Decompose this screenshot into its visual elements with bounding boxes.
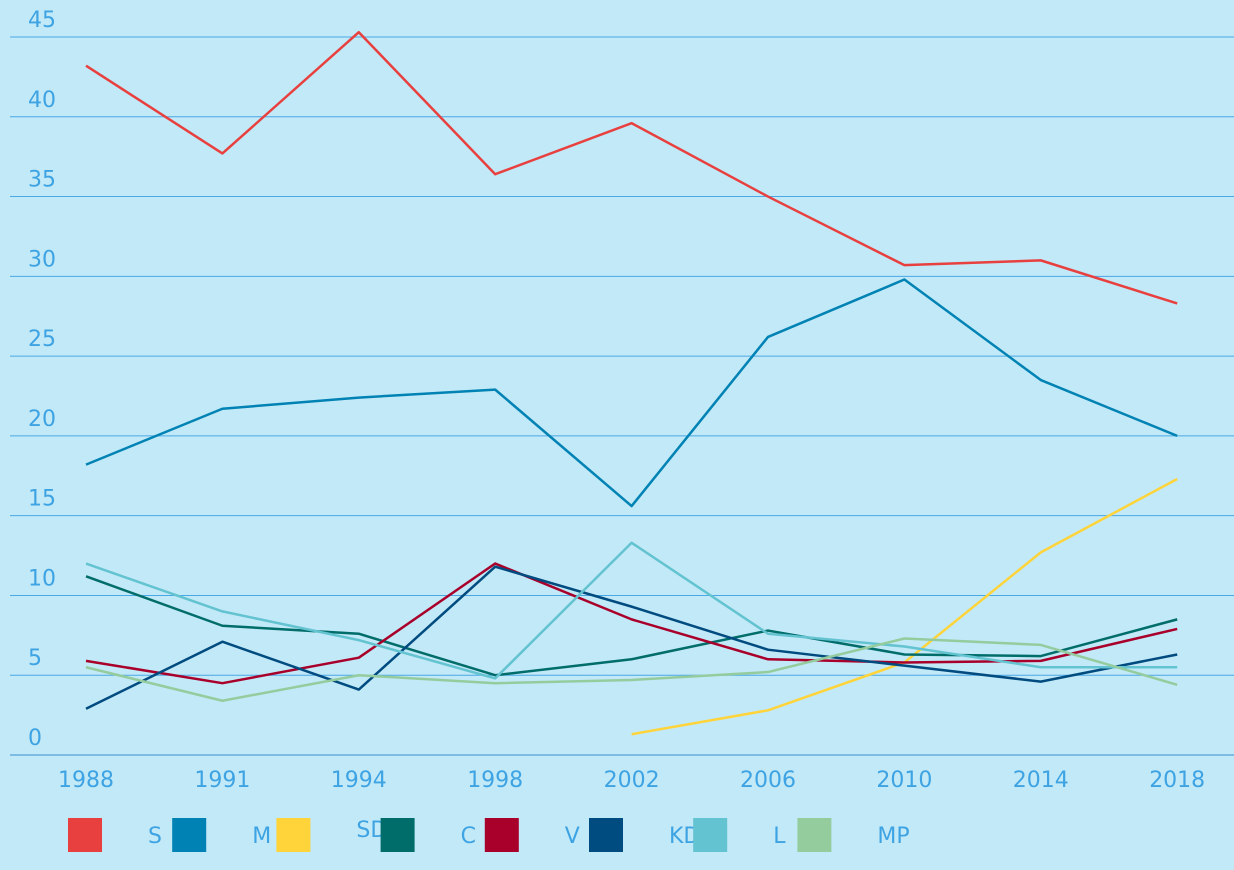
y-tick-label: 45 [28,8,56,33]
x-tick-label: 1988 [58,768,114,793]
legend-swatch [172,818,207,852]
legend-swatch [693,818,728,852]
x-tick-label: 1991 [194,768,250,793]
x-tick-label: 2010 [876,768,932,793]
x-tick-label: 2018 [1149,768,1205,793]
y-tick-label: 40 [28,88,56,113]
series-line [85,637,1178,703]
legend-label: L [773,824,786,849]
y-tick-label: 30 [28,247,56,272]
legend-swatch [380,818,415,852]
legend-label: M [252,824,271,849]
x-tick-label: 2014 [1013,768,1069,793]
series-line [85,30,1178,305]
legend-swatch [797,818,832,852]
y-tick-label: 0 [28,726,42,751]
y-tick-label: 25 [28,327,56,352]
legend-swatch [276,818,311,852]
x-tick-label: 2006 [740,768,796,793]
series-line [85,565,1178,710]
y-tick-label: 10 [28,566,56,591]
legend-swatch [589,818,623,852]
series-line [85,541,1178,680]
series-line [85,278,1178,508]
legend-label: V [565,824,580,849]
x-tick-label: 2002 [604,768,660,793]
legend-swatch [68,818,102,852]
legend-label: MP [877,824,909,849]
y-tick-label: 20 [28,407,56,432]
legend-swatch [484,818,519,852]
series-line [85,575,1178,677]
legend-label: C [461,824,476,849]
legend-label: S [148,824,162,849]
y-tick-label: 5 [28,646,42,671]
y-tick-label: 35 [28,168,56,193]
x-tick-label: 1998 [467,768,523,793]
y-tick-label: 15 [28,487,56,512]
x-tick-label: 1994 [331,768,387,793]
